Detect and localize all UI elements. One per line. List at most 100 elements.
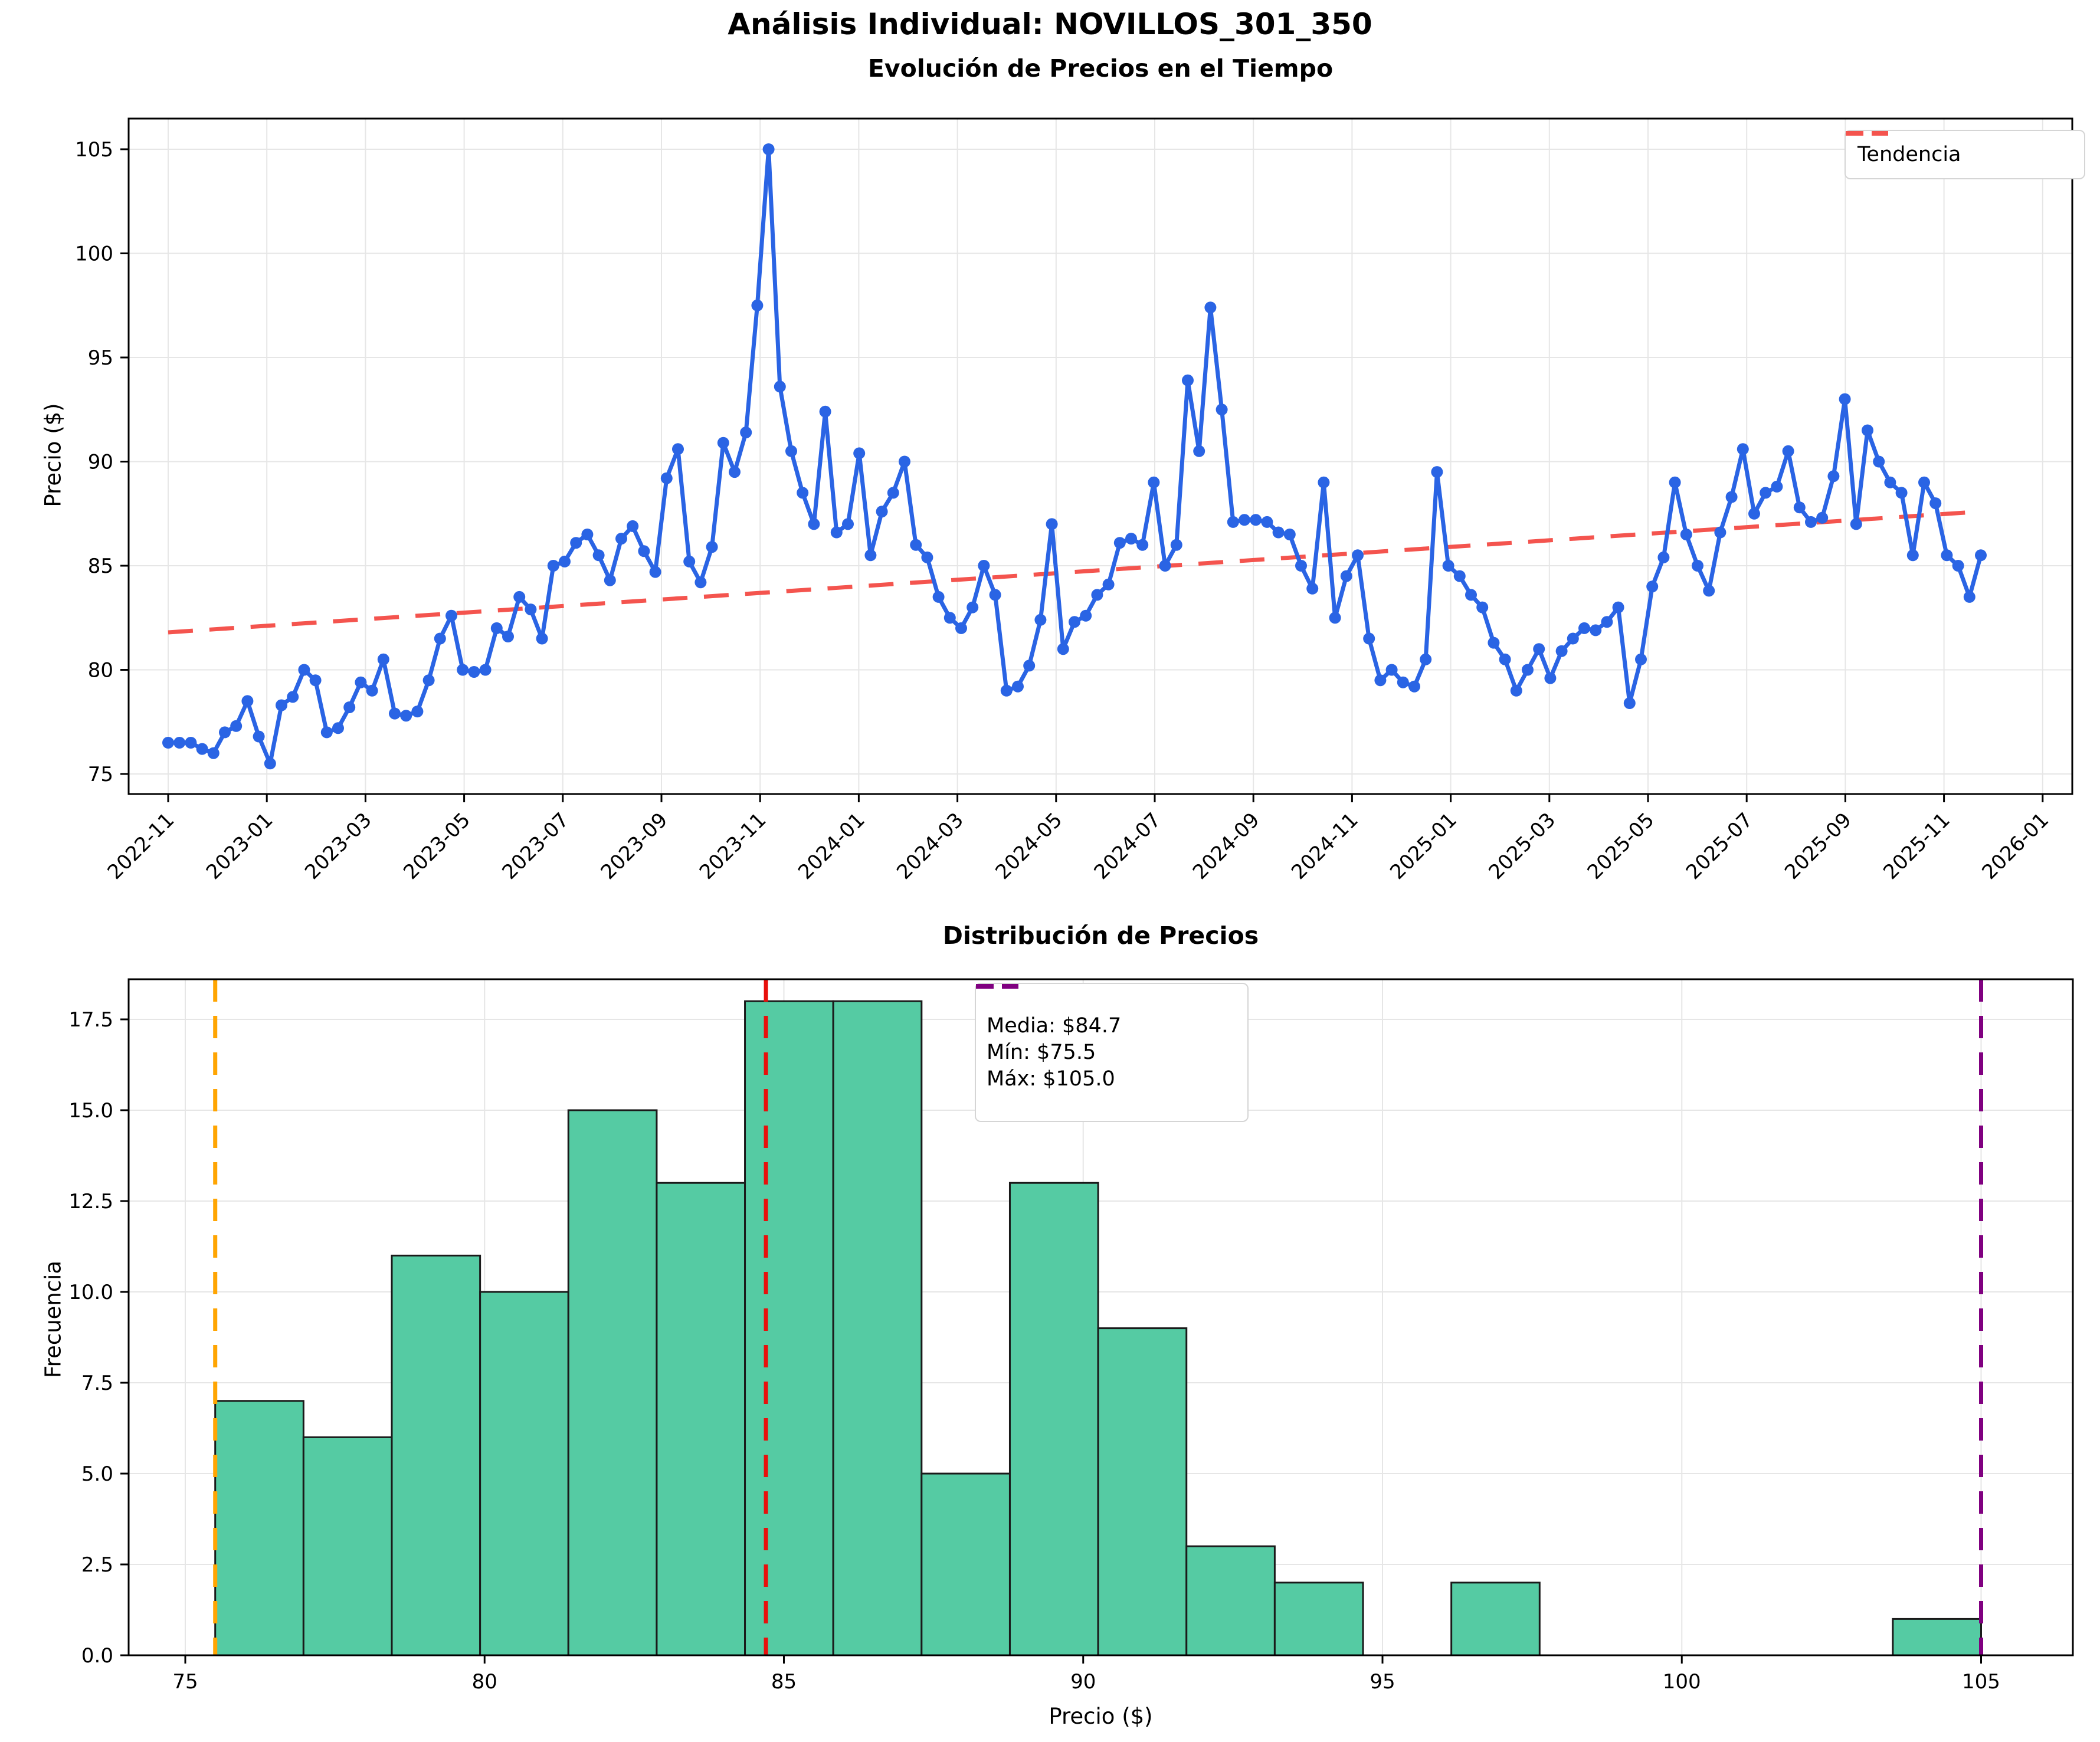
data-point-marker <box>1522 664 1534 676</box>
data-point-marker <box>1182 374 1194 386</box>
x-tick-label: 2024-05 <box>991 808 1067 884</box>
y-tick-label: 12.5 <box>68 1190 113 1213</box>
y-tick-label: 105 <box>75 138 113 162</box>
histogram-legend: Media: $84.7 Mín: $75.5 Máx: $105.0 <box>975 983 1249 1122</box>
data-point-marker <box>1000 684 1013 697</box>
legend-trend-label: Tendencia <box>1857 142 1961 166</box>
data-point-marker <box>615 533 627 545</box>
x-tick-label: 2023-05 <box>399 808 475 884</box>
data-point-marker <box>899 455 910 468</box>
x-tick-label: 100 <box>1663 1670 1701 1694</box>
data-point-marker <box>910 539 922 551</box>
data-point-marker <box>1046 518 1058 530</box>
data-point-marker <box>1102 578 1115 590</box>
data-point-marker <box>1069 616 1080 628</box>
data-point-marker <box>1170 539 1182 551</box>
data-point-marker <box>377 653 389 665</box>
data-point-marker <box>536 632 548 645</box>
data-point-marker <box>1125 533 1137 545</box>
histogram-xlabel: Precio ($) <box>1049 1704 1153 1729</box>
x-tick-label: 95 <box>1370 1670 1395 1694</box>
legend-media-label: Media: $84.7 <box>987 1013 1122 1038</box>
y-tick-label: 2.5 <box>81 1553 113 1577</box>
data-point-marker <box>411 706 424 718</box>
hist-bar <box>214 1400 304 1656</box>
data-point-marker <box>955 622 967 634</box>
data-point-marker <box>1839 393 1851 405</box>
y-tick-label: 95 <box>88 346 113 370</box>
y-tick-label: 7.5 <box>81 1372 113 1395</box>
hist-bar <box>1097 1327 1188 1656</box>
data-point-marker <box>638 545 650 557</box>
data-point-marker <box>1771 480 1783 493</box>
data-point-marker <box>1476 601 1489 614</box>
data-point-marker <box>762 143 775 155</box>
data-point-marker <box>1567 632 1579 645</box>
data-point-marker <box>1374 674 1387 687</box>
data-point-marker <box>1873 455 1885 468</box>
data-point-marker <box>774 380 786 393</box>
data-point-marker <box>672 443 684 455</box>
data-point-marker <box>196 743 208 755</box>
hist-bar <box>1008 1182 1099 1656</box>
legend-item-min: Mín: $75.5 <box>976 984 1237 1063</box>
line-chart-spines <box>127 117 2073 795</box>
x-tick-label: 2025-07 <box>1682 808 1758 884</box>
data-point-marker <box>1091 589 1103 601</box>
line-chart-legend: Tendencia <box>1845 130 2085 179</box>
data-point-marker <box>287 691 299 703</box>
data-point-marker <box>1601 616 1613 628</box>
data-point-marker <box>978 560 990 572</box>
y-tick-label: 5.0 <box>81 1462 113 1486</box>
histogram-title: Distribución de Precios <box>942 921 1259 950</box>
data-point-marker <box>1193 445 1205 457</box>
data-point-marker <box>1136 539 1149 551</box>
data-point-marker <box>1250 514 1262 526</box>
legend-item-media: Media: $84.7 <box>976 984 1237 1038</box>
data-point-marker <box>445 609 457 622</box>
data-point-marker <box>1113 537 1126 549</box>
data-point-marker <box>1272 526 1285 539</box>
data-point-marker <box>842 518 854 530</box>
data-point-marker <box>660 472 673 484</box>
data-point-marker <box>581 529 594 540</box>
data-point-marker <box>389 707 401 720</box>
data-point-marker <box>490 622 503 634</box>
data-point-marker <box>309 674 322 687</box>
hist-bar <box>744 1000 834 1656</box>
data-point-marker <box>1827 470 1840 483</box>
price-line <box>168 147 1983 766</box>
data-point-marker <box>1057 643 1069 655</box>
data-point-marker <box>1555 645 1568 657</box>
data-point-marker <box>989 589 1001 601</box>
data-point-marker <box>1578 622 1590 634</box>
x-tick-label: 2023-01 <box>202 808 278 884</box>
data-point-marker <box>1692 560 1703 572</box>
data-point-marker <box>1408 680 1420 693</box>
trend-dash-icon <box>1846 131 1888 136</box>
data-point-marker <box>1329 612 1341 624</box>
data-point-marker <box>706 541 718 553</box>
data-point-marker <box>1453 570 1466 582</box>
data-point-marker <box>1499 653 1511 665</box>
data-point-marker <box>1533 643 1545 655</box>
figure-title: Análisis Individual: NOVILLOS_301_350 <box>728 7 1372 41</box>
data-point-marker <box>547 560 559 572</box>
x-tick-label: 75 <box>172 1670 198 1694</box>
y-tick-label: 0.0 <box>81 1644 113 1668</box>
data-point-marker <box>694 576 707 589</box>
x-tick-label: 2024-07 <box>1090 808 1166 884</box>
data-point-marker <box>1080 609 1092 622</box>
data-point-marker <box>1283 529 1296 540</box>
data-point-marker <box>864 549 877 562</box>
data-point-marker <box>887 487 899 499</box>
hist-bar <box>1273 1582 1364 1656</box>
x-tick-label: 85 <box>771 1670 797 1694</box>
data-point-marker <box>1590 624 1602 637</box>
data-point-marker <box>1318 476 1330 488</box>
hist-bar <box>1892 1618 1983 1656</box>
data-point-marker <box>1159 560 1171 572</box>
x-tick-label: 2023-09 <box>597 808 673 884</box>
